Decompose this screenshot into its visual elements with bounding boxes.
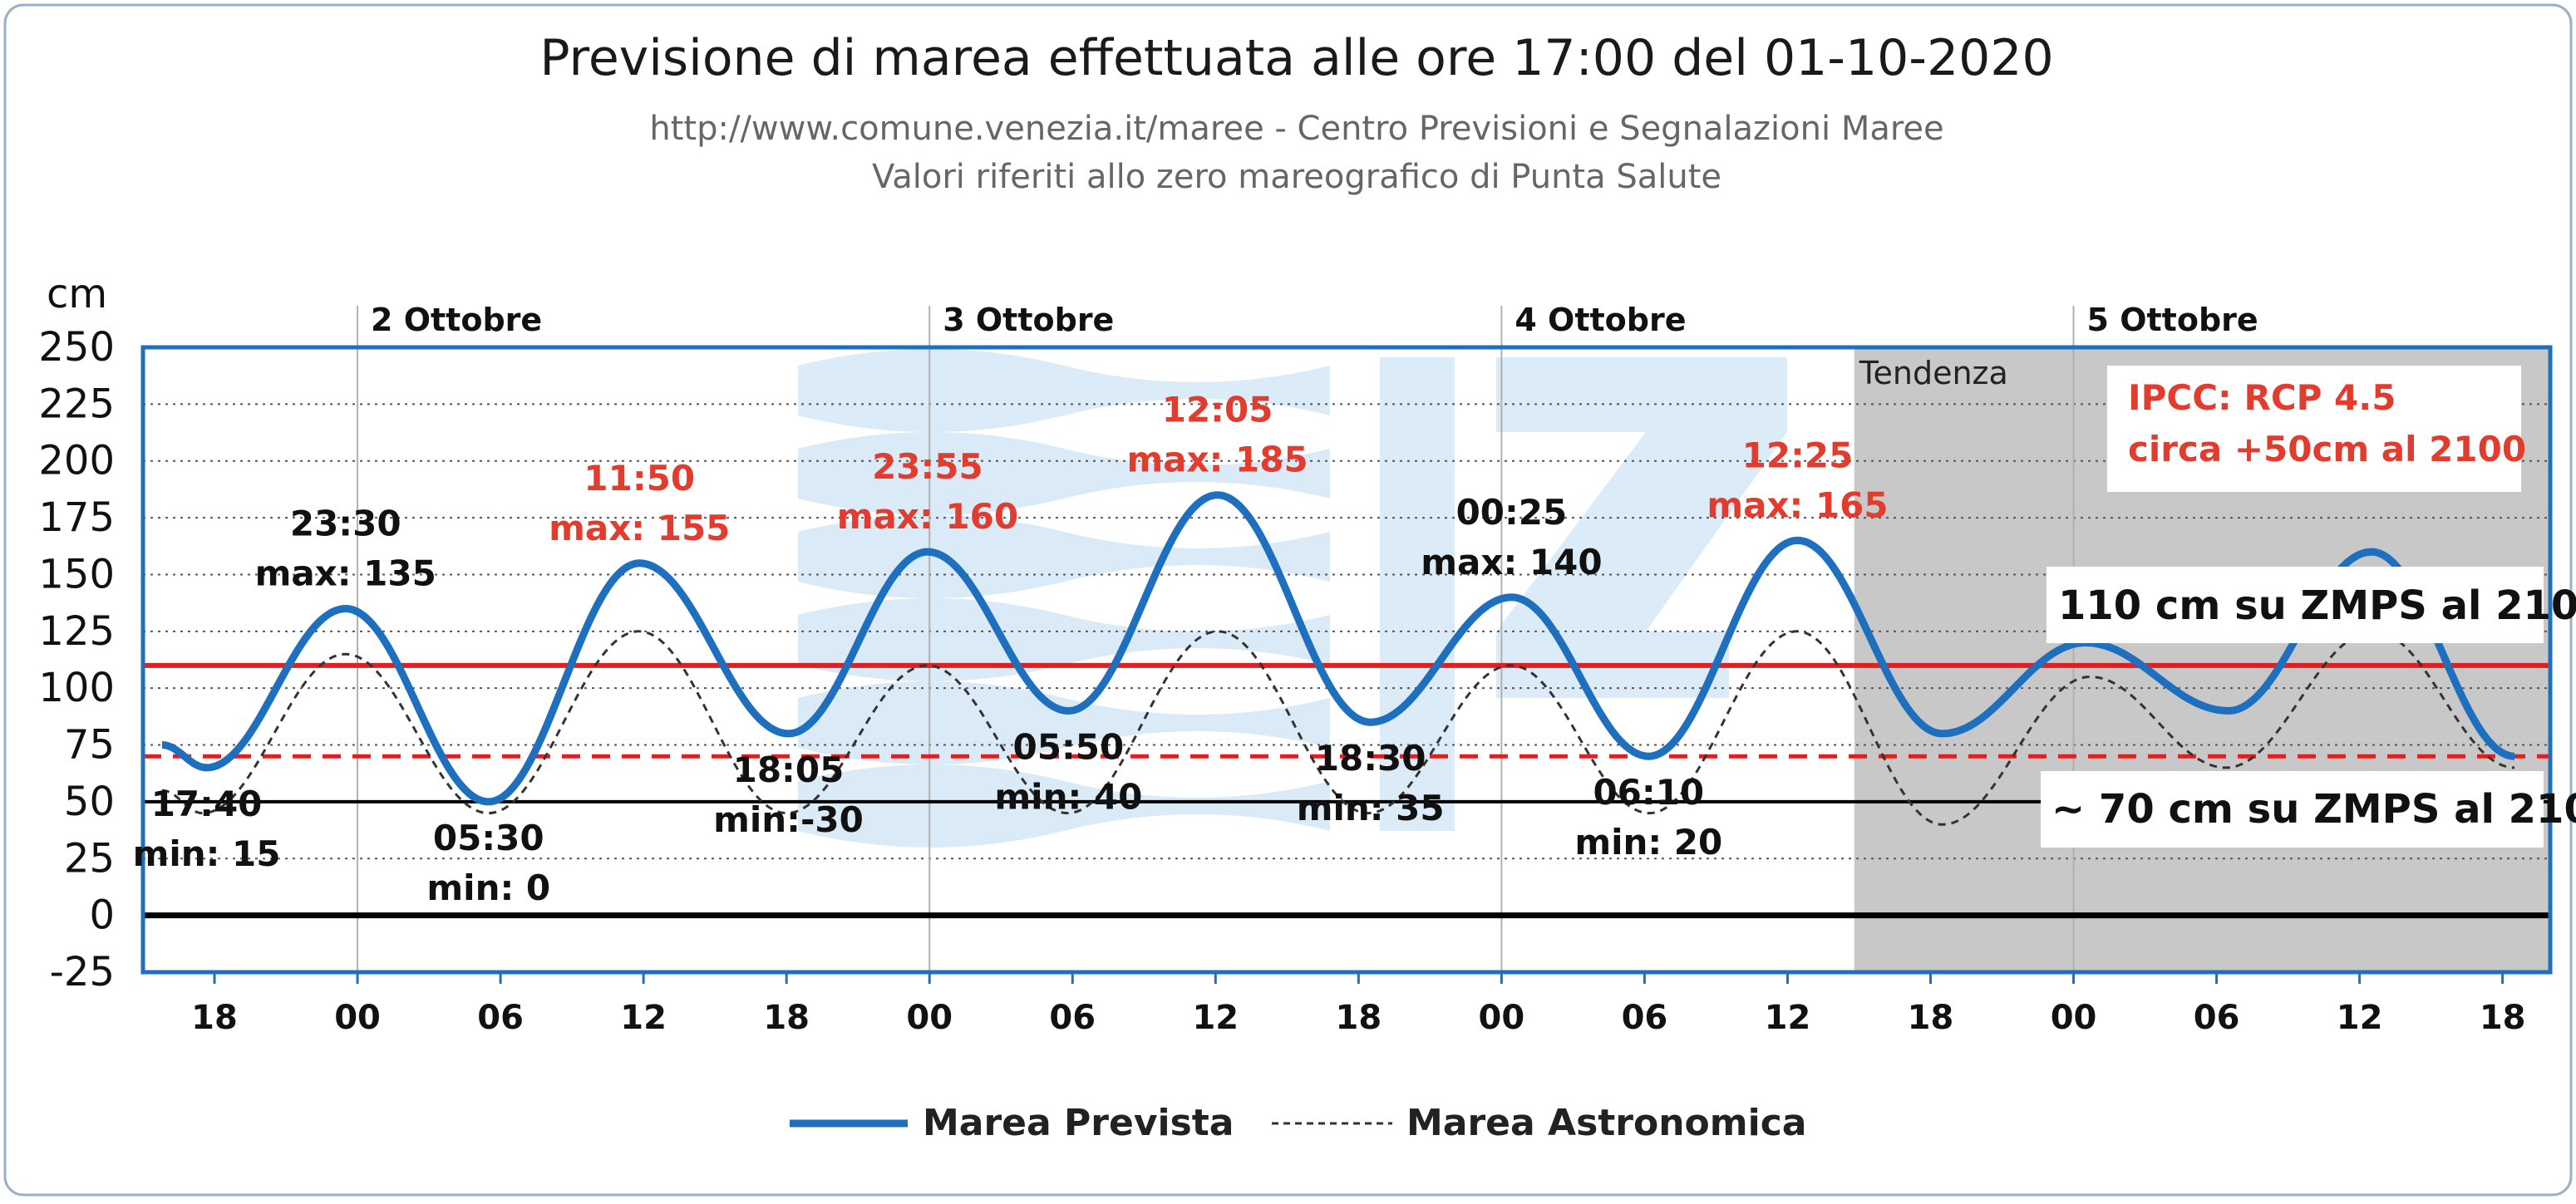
extreme-time: 11:50	[584, 458, 695, 499]
legend-label-prevista: Marea Prevista	[923, 1102, 1234, 1144]
day-label: 3 Ottobre	[943, 302, 1114, 338]
extreme-value: max: 155	[549, 508, 730, 548]
annotation-110: 110 cm su ZMPS al 2100	[2047, 567, 2576, 643]
extreme-time: 23:55	[872, 446, 983, 487]
extreme-label: 17:40 min: 15	[133, 784, 281, 874]
y-tick-label: -25	[50, 949, 115, 995]
y-tick-label: 200	[38, 438, 115, 484]
y-tick-label: 150	[38, 551, 115, 597]
extreme-value: min: 40	[994, 777, 1142, 818]
day-label: 4 Ottobre	[1515, 302, 1686, 338]
extreme-value: min: 35	[1297, 788, 1445, 828]
x-tick-label: 06	[1622, 999, 1668, 1037]
extreme-label: 11:50 max: 155	[549, 458, 730, 548]
extreme-label: 18:30 min: 35	[1297, 738, 1445, 828]
y-tick-label: 50	[64, 779, 115, 825]
x-tick-label: 06	[2194, 999, 2240, 1037]
ipcc-box-bg	[2107, 366, 2521, 492]
extreme-value: max: 135	[255, 553, 436, 593]
x-tick-label: 00	[906, 999, 953, 1037]
x-tick-label: 18	[191, 999, 238, 1037]
y-tick-label: 125	[38, 608, 115, 655]
plot-border	[140, 345, 2553, 975]
x-tick-label: 12	[2337, 999, 2383, 1037]
extreme-time: 17:40	[151, 784, 263, 824]
x-tick-label: 06	[1049, 999, 1096, 1037]
y-tick-label: 0	[89, 892, 115, 939]
annotation-70-text: ~ 70 cm su ZMPS al 2100	[2051, 786, 2576, 833]
extreme-label: 12:25 max: 165	[1707, 435, 1888, 525]
y-tick-label: 100	[38, 665, 115, 711]
annotation-110-bg	[2047, 567, 2544, 643]
annotation-70-bg	[2041, 771, 2544, 848]
extreme-time: 00:25	[1456, 492, 1568, 533]
x-tick-label: 12	[1192, 999, 1239, 1037]
x-tick-label: 00	[2051, 999, 2097, 1037]
extreme-value: min:-30	[713, 799, 864, 840]
extreme-label: 05:30 min: 0	[426, 818, 550, 908]
x-tick-label: 12	[1765, 999, 1811, 1037]
extreme-time: 18:30	[1315, 738, 1426, 779]
extreme-time: 12:25	[1742, 435, 1854, 475]
extreme-label: 12:05 max: 185	[1126, 390, 1308, 480]
ipcc-line-2: circa +50cm al 2100	[2128, 429, 2526, 469]
y-tick-label: 25	[64, 835, 115, 882]
series	[161, 491, 2515, 826]
chart-subtitle-2: Valori riferiti allo zero mareografico d…	[872, 158, 1721, 196]
chart-subtitle-1: http://www.comune.venezia.it/maree - Cen…	[649, 110, 1943, 148]
day-label: 5 Ottobre	[2087, 302, 2258, 338]
extreme-time: 05:30	[433, 818, 544, 858]
extreme-value: max: 140	[1421, 542, 1602, 582]
extreme-value: max: 165	[1707, 484, 1888, 525]
extreme-value: min: 20	[1574, 822, 1722, 862]
extreme-label: 23:30 max: 135	[255, 503, 436, 593]
x-tick-label: 06	[477, 999, 524, 1037]
extreme-labels: 17:40 min: 15 23:30 max: 135 05:30 min: 0 11:5…	[133, 390, 1889, 908]
extreme-label: 18:05 min:-30	[713, 749, 864, 840]
y-tick-label: 225	[38, 381, 115, 427]
y-tick-label: 75	[64, 722, 115, 769]
reference-lines	[143, 662, 2550, 919]
legend: Marea Prevista Marea Astronomica	[790, 1102, 1807, 1144]
x-tick-label: 12	[620, 999, 667, 1037]
y-tick-label: 175	[38, 494, 115, 541]
ipcc-line-1: IPCC: RCP 4.5	[2128, 377, 2396, 418]
x-tick-label: 18	[763, 999, 810, 1037]
legend-label-astronomica: Marea Astronomica	[1406, 1102, 1807, 1144]
extreme-value: min: 15	[133, 833, 281, 874]
ipcc-annotation: IPCC: RCP 4.5 circa +50cm al 2100	[2107, 366, 2526, 492]
extreme-time: 12:05	[1162, 390, 1273, 430]
extreme-time: 05:50	[1013, 727, 1125, 768]
extreme-label: 00:25 max: 140	[1421, 492, 1602, 582]
x-tick-label: 18	[1908, 999, 1954, 1037]
chart-title: Previsione di marea effettuata alle ore …	[539, 29, 2053, 87]
y-axis-label: cm	[47, 271, 107, 317]
x-tick-label: 00	[334, 999, 381, 1037]
x-tick-label: 00	[1479, 999, 1525, 1037]
extreme-label: 05:50 min: 40	[994, 727, 1142, 818]
venezia-watermark-logo	[798, 349, 1787, 848]
extreme-value: max: 185	[1126, 440, 1308, 480]
extreme-time: 06:10	[1593, 772, 1704, 813]
series-line-astronomica	[161, 630, 2515, 826]
extreme-time: 23:30	[290, 503, 401, 543]
extreme-value: min: 0	[426, 867, 550, 908]
x-tick-label: 18	[2480, 999, 2526, 1037]
extreme-label: 23:55 max: 160	[837, 446, 1018, 537]
annotation-70: ~ 70 cm su ZMPS al 2100	[2041, 771, 2576, 848]
annotation-110-text: 110 cm su ZMPS al 2100	[2058, 582, 2576, 629]
y-tick-label: 250	[38, 324, 115, 371]
extreme-label: 06:10 min: 20	[1574, 772, 1722, 862]
tendenza-label: Tendenza	[1859, 355, 2008, 391]
day-label: 2 Ottobre	[371, 302, 542, 338]
x-tick-label: 18	[1336, 999, 1382, 1037]
series-line-prevista	[161, 491, 2515, 806]
extreme-value: max: 160	[837, 496, 1018, 537]
extreme-time: 18:05	[733, 749, 845, 790]
